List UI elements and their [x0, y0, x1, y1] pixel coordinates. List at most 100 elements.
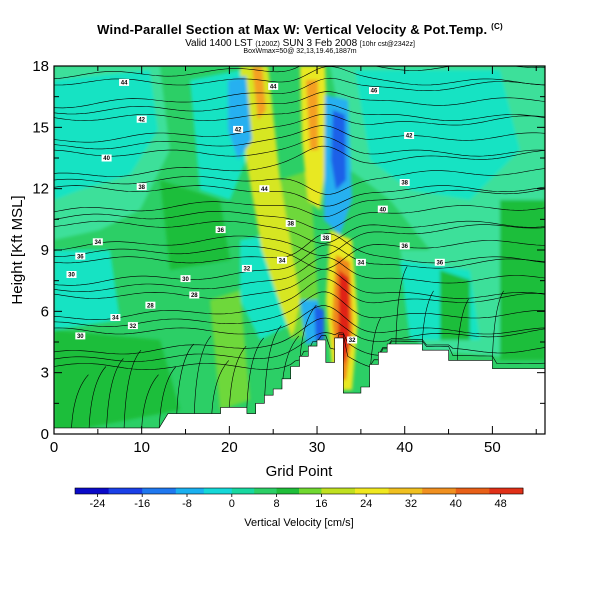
contour-label-bg — [180, 275, 191, 283]
isentrope-line — [54, 278, 545, 320]
contour-label-bg — [369, 87, 379, 94]
contour-label-bg — [355, 258, 366, 266]
colorbar-segment — [231, 488, 255, 494]
contour-label: 32 — [244, 267, 251, 273]
w-band-green — [500, 200, 545, 360]
contour-label-bg — [66, 271, 77, 278]
contour-label: 34 — [112, 316, 119, 322]
contour-label: 36 — [77, 254, 84, 260]
contour-label-bg — [75, 252, 86, 260]
colorbar-frame — [74, 487, 524, 495]
contour-label: 42 — [406, 134, 413, 140]
x-tick-label: 20 — [221, 439, 238, 456]
y-tick-label: 3 — [41, 365, 49, 382]
contour-label-bg — [399, 242, 410, 250]
colorbar-segment — [203, 488, 233, 494]
lower-contour-line — [492, 290, 504, 361]
w-band-cyan — [54, 70, 158, 200]
terrain — [54, 337, 545, 434]
valid-label: Valid 1400 LST — [185, 38, 253, 49]
contour-label-bg — [101, 154, 112, 162]
contour-label: 38 — [401, 181, 408, 187]
contour-labels: 44 44 46 42 42 42 40 38 44 38 38 36 40 38 34 36 36 34 34 36… — [66, 78, 445, 344]
contour-label-bg — [233, 125, 244, 133]
w-updraft-orange — [306, 80, 318, 150]
contour-label-bg — [127, 322, 138, 330]
contour-label: 38 — [322, 236, 329, 242]
contour-label: 28 — [191, 293, 198, 299]
colorbar-tick-label: 48 — [494, 498, 506, 510]
y-tick-label: 9 — [41, 242, 49, 259]
lower-contour-line — [123, 349, 142, 428]
lower-contour-line — [194, 335, 212, 414]
contour-label-bg — [119, 78, 130, 86]
plot-area: 44 44 46 42 42 42 40 38 44 38 38 36 40 38 34 36 36 34 34 36… — [54, 66, 545, 434]
contour-label-bg — [189, 291, 200, 299]
contour-label-bg — [110, 314, 121, 321]
isentrope-line — [54, 77, 545, 109]
contour-label: 36 — [401, 244, 408, 250]
lower-contour-line — [141, 374, 159, 428]
y-tick-label: 12 — [32, 181, 49, 198]
isentrope-line — [54, 136, 545, 157]
lower-contour-line — [71, 374, 89, 428]
colorbar-tick-label: -8 — [182, 498, 192, 510]
isentrope-line — [54, 113, 545, 143]
isentrope-line — [54, 145, 545, 177]
contour-label: 32 — [349, 338, 356, 344]
x-tick-label: 10 — [133, 439, 150, 456]
contour-label: 40 — [103, 156, 110, 162]
colorbar-segment — [254, 488, 278, 494]
isentrope-line — [54, 205, 545, 231]
isentrope-line — [54, 256, 545, 292]
w-band-green — [440, 270, 470, 340]
colorbar-segment — [75, 488, 110, 494]
chart-title: Wind-Parallel Section at Max W: Vertical… — [0, 22, 600, 37]
contour-label: 42 — [138, 117, 145, 123]
colorbar-tick-label: 16 — [315, 498, 327, 510]
contour-label: 44 — [121, 81, 128, 87]
contour-label-bg — [145, 301, 156, 309]
isentrope-line — [54, 91, 545, 115]
colorbar-segment — [108, 488, 143, 494]
contour-label: 40 — [379, 207, 386, 213]
contour-label-bg — [377, 205, 388, 213]
contour-label: 44 — [261, 187, 268, 193]
contour-label: 36 — [436, 261, 443, 267]
x-tick-label: 0 — [50, 439, 58, 456]
lower-contour-line — [395, 266, 408, 345]
contour-label: 46 — [371, 89, 378, 95]
contour-label-bg — [347, 336, 358, 344]
colorbar-tick-label: 8 — [274, 498, 280, 510]
colorbar-segment — [142, 488, 177, 494]
colorbar-segment — [388, 488, 423, 494]
colorbar-segment — [489, 488, 524, 494]
contour-label-bg — [241, 264, 252, 272]
contour-label-bg — [215, 226, 226, 234]
isentrope-line — [54, 185, 545, 207]
isentrope-line — [54, 317, 545, 355]
isentrope-line — [54, 240, 545, 270]
contour-label: 30 — [68, 273, 75, 279]
x-axis-label: Grid Point — [266, 463, 334, 480]
lower-contour-line — [158, 366, 177, 428]
lower-contour-line — [422, 290, 434, 345]
colorbar-tick-label: 24 — [360, 498, 372, 510]
contour-label-bg — [320, 234, 331, 242]
colorbar-segment — [422, 488, 457, 494]
contour-label: 34 — [358, 261, 365, 267]
y-tick-label: 18 — [32, 58, 49, 75]
contour-label-bg — [136, 115, 147, 123]
chart-title-corner: (C) — [491, 22, 503, 31]
contour-label: 44 — [270, 85, 277, 91]
chart-valid-time: Valid 1400 LST (1200Z) SUN 3 Feb 2008 [1… — [0, 38, 600, 49]
isentrope-line — [54, 125, 545, 150]
contour-label: 38 — [138, 185, 145, 191]
chart-title-text: Wind-Parallel Section at Max W: Vertical… — [97, 22, 488, 37]
colorbar-tick-label: 32 — [405, 498, 417, 510]
valid-utc: (1200Z) — [255, 41, 280, 48]
w-band-lime — [210, 290, 250, 410]
isentrope-line — [54, 220, 545, 244]
isentrope-line — [54, 305, 545, 335]
